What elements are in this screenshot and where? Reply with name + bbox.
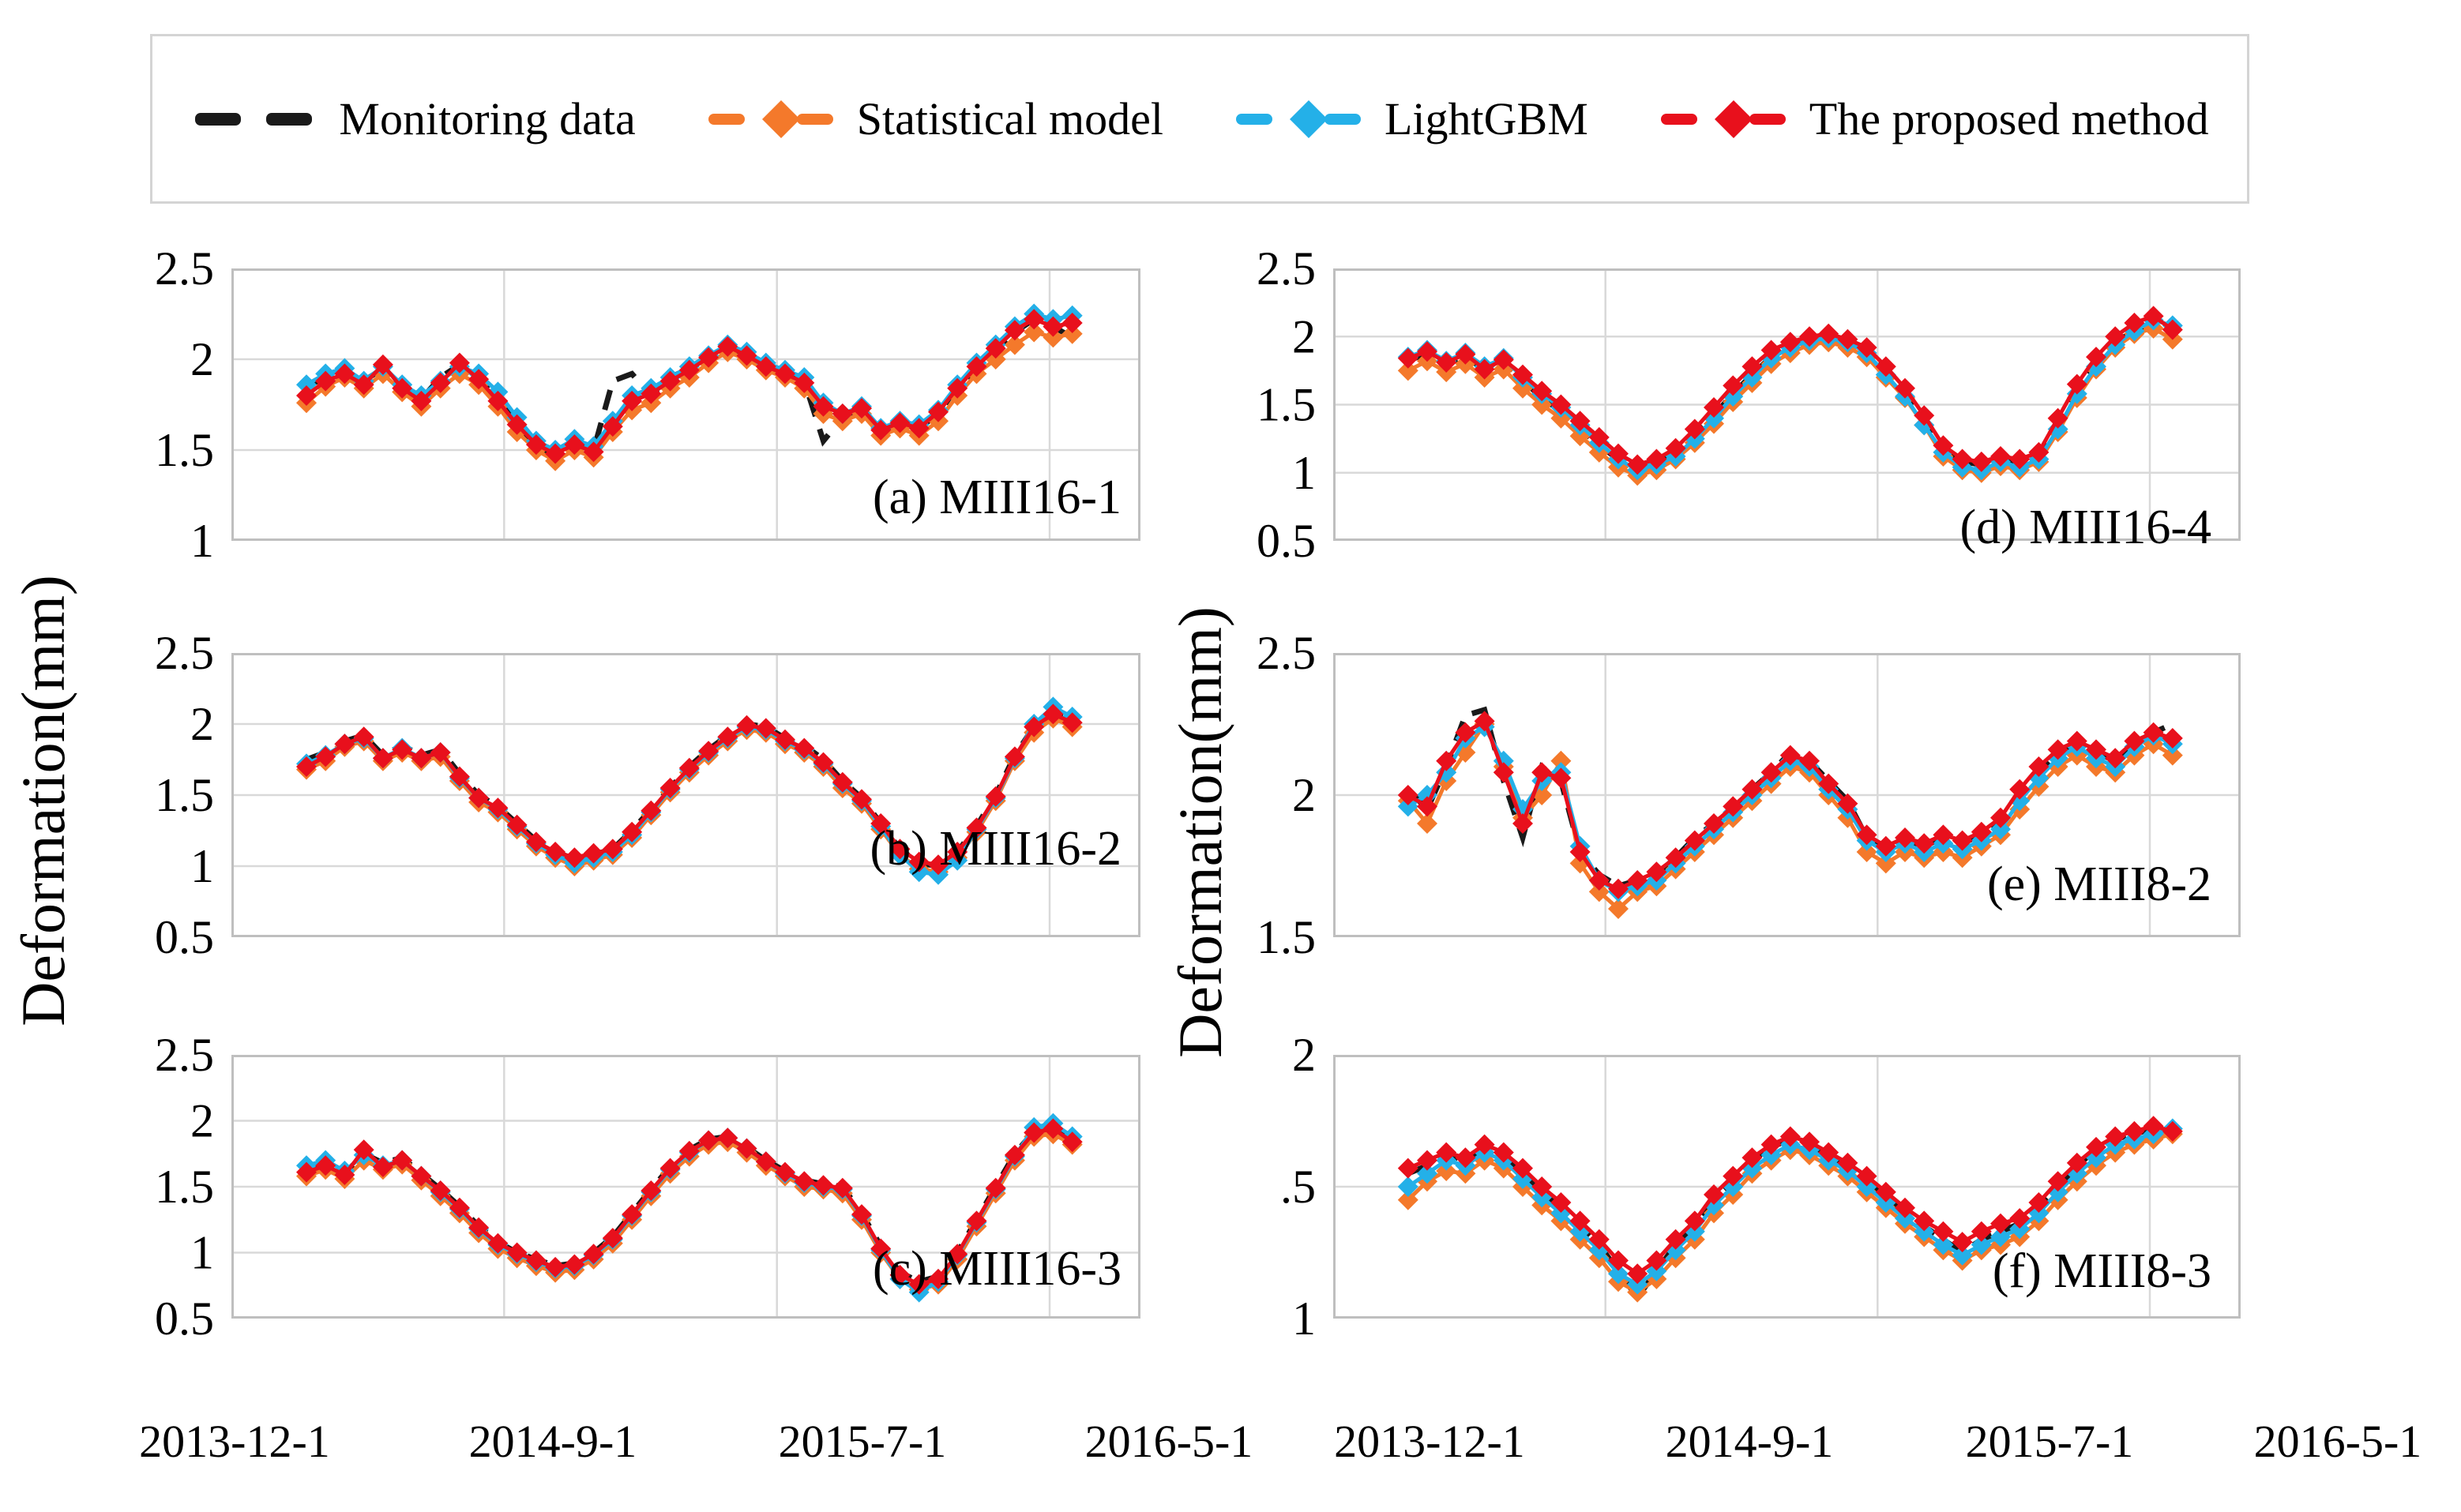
monitoring-data-dash-icon	[190, 99, 317, 139]
series-proposed-markers	[296, 1118, 1083, 1295]
y-axis-label-right: Deformation(mm)	[1166, 606, 1234, 1058]
y-tick-label-e-1.5: 1.5	[1257, 911, 1316, 963]
x-tick-left-2015-7-1: 2015-7-1	[778, 1416, 947, 1467]
x-tick-left-2013-12-1: 2013-12-1	[139, 1416, 330, 1467]
series-proposed-markers	[1397, 1116, 2183, 1285]
caption-subplot-f: (f) MIII8-3	[1992, 1244, 2211, 1298]
y-tick-label-c-1.5: 1.5	[155, 1161, 214, 1213]
legend-label-statistical-model: Statistical model	[856, 93, 1163, 144]
subplot-e-chart: 2.5 2 1.5	[1257, 627, 2241, 963]
legend-item-lightgbm: LightGBM	[1235, 92, 1588, 145]
plot-border	[1333, 653, 2241, 937]
subplot-f-chart: 2.51	[1280, 1029, 2241, 1345]
series-statistical-markers	[1397, 1124, 2183, 1303]
subplot-b-chart: 2.5 2 1.5 1 0.5	[155, 627, 1140, 963]
x-tick-right-2015-7-1: 2015-7-1	[1965, 1416, 2134, 1467]
plot-border	[231, 1055, 1140, 1319]
y-tick-label-c-0.5: 0.5	[155, 1293, 214, 1345]
y-tick-label-f-.5: .5	[1280, 1161, 1316, 1213]
y-tick-label-a-2.5: 2.5	[155, 242, 214, 295]
y-tick-label-d-0.5: 0.5	[1257, 515, 1316, 567]
plot-border	[1333, 1055, 2241, 1319]
caption-subplot-a: (a) MIII16-1	[872, 471, 1122, 524]
y-tick-label-c-2.5: 2.5	[155, 1029, 214, 1081]
y-tick-label-f-2: 2	[1292, 1029, 1316, 1081]
x-tick-right-2013-12-1: 2013-12-1	[1334, 1416, 1525, 1467]
caption-subplot-e: (e) MIII8-2	[1986, 857, 2211, 911]
y-tick-label-d-1: 1	[1292, 447, 1316, 499]
y-tick-label-f-1: 1	[1292, 1293, 1316, 1345]
legend: Monitoring data Statistical model LightG…	[150, 34, 2249, 204]
lightgbm-diamond-icon	[1235, 99, 1362, 139]
y-tick-label-a-1: 1	[190, 515, 214, 567]
series-lightgbm-markers	[1397, 1118, 2183, 1295]
lightgbm-marker-glyph	[1235, 99, 1361, 138]
plot-border	[231, 653, 1140, 937]
y-tick-label-c-2: 2	[190, 1095, 214, 1147]
y-tick-label-b-2.5: 2.5	[155, 627, 214, 679]
statistical-model-diamond-icon	[708, 99, 835, 139]
x-tick-left-2014-9-1: 2014-9-1	[468, 1416, 637, 1467]
series-proposed-markers	[296, 309, 1083, 464]
y-tick-label-d-2.5: 2.5	[1257, 242, 1316, 295]
y-tick-label-b-0.5: 0.5	[155, 911, 214, 963]
legend-label-monitoring-data: Monitoring data	[339, 93, 636, 144]
x-tick-right-2014-9-1: 2014-9-1	[1665, 1416, 1834, 1467]
y-tick-label-b-2: 2	[190, 698, 214, 750]
y-tick-label-c-1: 1	[190, 1227, 214, 1279]
series-proposed-markers	[1397, 711, 2183, 899]
proposed-method-diamond-icon	[1660, 99, 1787, 139]
y-tick-label-e-2: 2	[1292, 769, 1316, 821]
monitoring-marker-glyph	[195, 112, 313, 126]
statistical-marker-glyph	[708, 99, 833, 138]
caption-subplot-c: (c) MIII16-3	[872, 1242, 1122, 1296]
y-tick-label-d-2: 2	[1292, 310, 1316, 362]
y-tick-label-b-1: 1	[190, 840, 214, 892]
y-axis-label-left: Deformation(mm)	[9, 575, 77, 1026]
x-tick-left-2016-5-1: 2016-5-1	[1084, 1416, 1253, 1467]
y-tick-label-d-1.5: 1.5	[1257, 379, 1316, 431]
y-tick-label-a-2: 2	[190, 333, 214, 385]
y-tick-label-b-1.5: 1.5	[155, 769, 214, 821]
series-proposed-markers	[1397, 306, 2183, 475]
subplot-a-chart: 2.5 2 1.5 1	[155, 242, 1140, 567]
caption-subplot-d: (d) MIII16-4	[1959, 501, 2211, 554]
plot-border	[1333, 268, 2241, 541]
y-tick-label-e-2.5: 2.5	[1257, 627, 1316, 679]
caption-subplot-b: (b) MIII16-2	[870, 822, 1122, 876]
legend-label-lightgbm: LightGBM	[1384, 93, 1588, 144]
subplot-d-chart: 2.5 2 1.5 1 0.5	[1257, 242, 2241, 567]
legend-item-monitoring-data: Monitoring data	[190, 92, 636, 145]
legend-label-proposed-method: The proposed method	[1809, 93, 2209, 144]
legend-item-proposed-method: The proposed method	[1660, 92, 2209, 145]
plot-border	[231, 268, 1140, 541]
legend-item-statistical-model: Statistical model	[708, 92, 1163, 145]
proposed-marker-glyph	[1660, 99, 1786, 138]
y-tick-label-a-1.5: 1.5	[155, 424, 214, 476]
subplot-c-chart: 2.5 2 1.5 1 0.5	[155, 1029, 1140, 1345]
x-tick-right-2016-5-1: 2016-5-1	[2253, 1416, 2422, 1467]
